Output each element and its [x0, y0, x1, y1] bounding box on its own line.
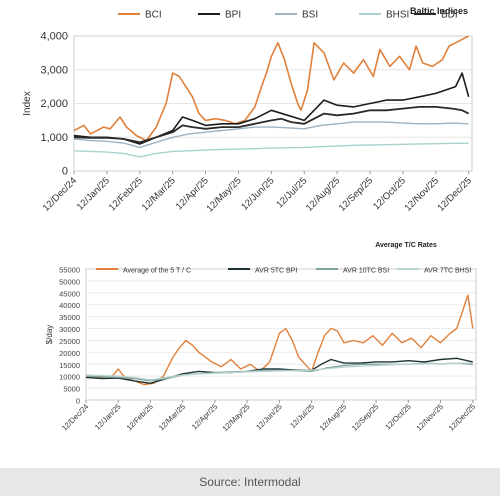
y-tick-label: 50000 [59, 277, 80, 286]
x-tick-label: 12/Sep/25 [350, 402, 381, 433]
series-line-average-of-the-5-t-c [85, 294, 474, 386]
y-tick-label: 1,000 [40, 132, 68, 144]
y-axis-label: $/day [45, 325, 54, 345]
x-tick-label: 12/Jan/25 [75, 175, 112, 212]
series-line-bci [73, 35, 470, 142]
x-tick-label: 12/Jun/25 [239, 175, 276, 212]
plot-frame [85, 268, 477, 401]
legend-label: BCI [145, 10, 162, 21]
source-band [0, 468, 500, 496]
x-tick-label: 12/Feb/25 [125, 402, 155, 432]
y-tick-label: 3,000 [40, 64, 68, 76]
chart-title: Average T/C Rates [375, 242, 437, 249]
series-line-avr-5tc-bpi [85, 357, 473, 384]
y-tick-label: 15000 [59, 361, 80, 370]
legend-label: BHSI [386, 10, 409, 21]
x-tick-label: 12/May/25 [204, 175, 243, 214]
y-tick-label: 55000 [59, 266, 80, 275]
x-tick-label: 12/Nov/25 [403, 175, 441, 213]
baltic-indices-chart: Baltic Indices Index 0 1,000 2,000 3,000 4,000… [22, 6, 474, 214]
source-note: Source: Intermodal [199, 475, 301, 489]
y-tick-label: 0 [76, 397, 80, 406]
x-tick-label: 12/Dec/24 [41, 175, 79, 213]
x-tick-label: 12/Dec/25 [447, 402, 478, 433]
x-tick-label: 12/Oct/25 [383, 402, 412, 431]
x-tick-label: 12/Feb/25 [107, 175, 145, 213]
x-tick-label: 12/Nov/25 [414, 402, 445, 433]
y-tick-label: 30000 [59, 325, 80, 334]
series-line-bsi [73, 121, 469, 149]
y-tick-label: 5000 [63, 385, 80, 394]
x-tick-label: 12/Aug/25 [304, 175, 342, 213]
series-line-bhsi [73, 142, 469, 158]
y-tick-label: 20000 [59, 349, 80, 358]
series-line-bdi [73, 106, 470, 144]
x-tick-label: 12/May/25 [220, 402, 251, 433]
legend-label: AVR 7TC BHSI [424, 268, 471, 275]
y-tick-label: 45000 [59, 289, 80, 298]
y-axis-label: Index [22, 91, 33, 115]
legend-label: BPI [225, 10, 241, 21]
legend-label: AVR 10TC BSI [343, 268, 389, 275]
legend-label: Average of the 5 T / C [123, 268, 191, 275]
x-tick-label: 12/Mar/25 [140, 175, 178, 213]
y-tick-label: 25000 [59, 337, 80, 346]
x-tick-label: 12/Sep/25 [337, 175, 375, 213]
average-tc-rates-chart: Average T/C Rates $/day 0 5000 10000 15000 200… [45, 242, 478, 433]
x-tick-label: 12/Apr/25 [190, 402, 219, 431]
x-tick-label: 12/Jul/25 [288, 402, 316, 430]
y-tick-label: 35000 [59, 313, 80, 322]
legend-label: BDI [441, 10, 458, 21]
y-tick-label: 10000 [59, 373, 80, 382]
x-tick-label: 12/Mar/25 [157, 402, 187, 432]
y-tick-label: 40000 [59, 301, 80, 310]
legend-label: AVR 5TC BPI [255, 268, 297, 275]
x-tick-label: 12/Dec/25 [435, 175, 473, 213]
x-tick-label: 12/Jun/25 [254, 402, 284, 432]
chart-title: Baltic Indices [410, 6, 468, 16]
y-tick-label: 0 [62, 166, 68, 178]
legend-label: BSI [302, 10, 318, 21]
series-line-avr-7tc-bhsi [85, 362, 473, 381]
x-tick-label: 12/Dec/24 [60, 402, 91, 433]
x-tick-label: 12/Aug/25 [318, 402, 349, 433]
y-tick-label: 4,000 [40, 31, 68, 43]
x-tick-label: 12/Jan/25 [93, 402, 123, 432]
plot-frame [73, 35, 473, 172]
y-tick-label: 2,000 [40, 98, 68, 110]
